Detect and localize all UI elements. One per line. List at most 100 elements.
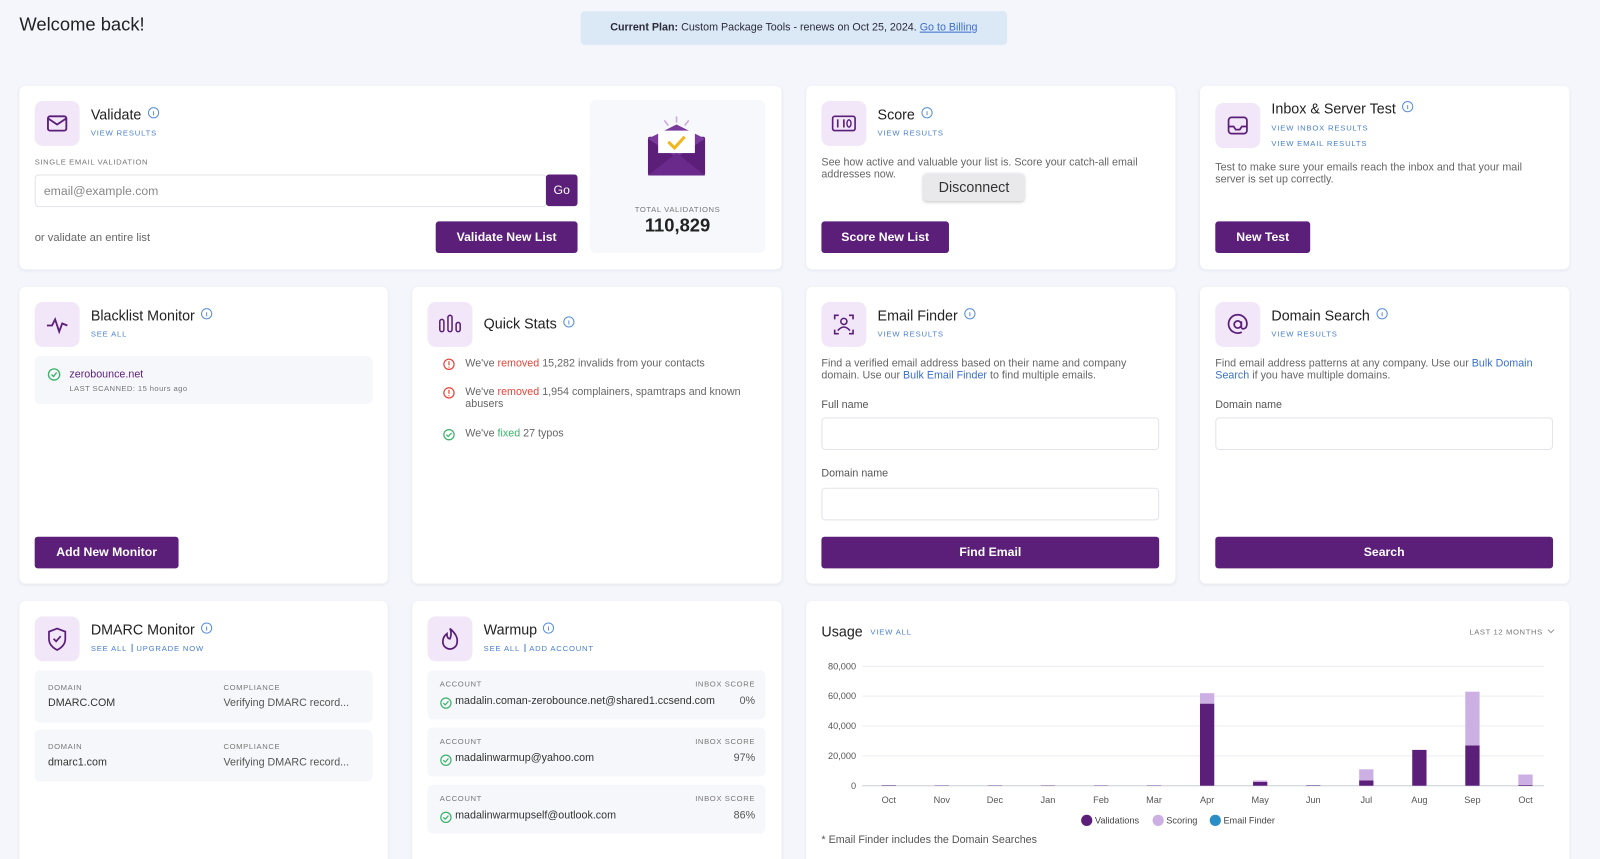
field-label: SINGLE EMAIL VALIDATION — [34, 157, 149, 167]
y-tick-label: 80,000 — [828, 661, 856, 671]
blacklist-card: Blacklist Monitor SEE ALL zerobounce.net… — [19, 286, 388, 584]
view-results-link[interactable]: VIEW RESULTS — [1271, 329, 1338, 339]
column-label: DOMAIN — [47, 741, 83, 752]
new-test-button[interactable]: New Test — [1215, 221, 1311, 254]
column-label: COMPLIANCE — [223, 741, 281, 752]
email-results-link[interactable]: VIEW EMAIL RESULTS — [1271, 138, 1368, 148]
inbox-score: 86% — [733, 809, 756, 822]
bulk-domain-link[interactable]: Bulk Domain Search — [1215, 357, 1533, 382]
column-label: ACCOUNT — [439, 679, 482, 689]
text: We've — [465, 427, 495, 440]
info-icon[interactable] — [1376, 308, 1388, 320]
warmup-row: ACCOUNT INBOX SCORE madalinwarmupself@outl… — [427, 784, 766, 834]
inbox-score: 97% — [733, 752, 756, 765]
email-input[interactable]: email@example.com — [34, 174, 547, 208]
inbox-icon — [1215, 103, 1261, 148]
stat-item: We've removed 1,954 complainers, spamtra… — [465, 386, 741, 410]
see-all-link[interactable]: SEE ALL — [90, 643, 128, 654]
view-results-link[interactable]: VIEW RESULTS — [877, 128, 944, 138]
bar-segment — [1199, 703, 1215, 786]
see-all-link[interactable]: SEE ALL — [90, 329, 128, 339]
highlight: removed — [497, 385, 540, 398]
chevron[interactable] — [1547, 628, 1555, 636]
legend-swatch — [1209, 814, 1221, 827]
dmarc-row: DOMAIN dmarc1.com COMPLIANCE Verifying DMAR… — [34, 729, 373, 782]
info-icon[interactable] — [1401, 101, 1414, 113]
x-tick-label: Sep — [1464, 795, 1480, 805]
x-tick-label: Dec — [987, 795, 1004, 805]
finder-text: Find a verified email address based on t… — [821, 357, 1158, 381]
upgrade-link[interactable]: UPGRADE NOW — [136, 643, 205, 654]
inbox-test-card: Inbox & Server Test VIEW INBOX RESULTS V… — [1199, 85, 1570, 270]
validate-list-button[interactable]: Validate New List — [435, 221, 578, 254]
domain-input[interactable] — [1215, 417, 1554, 450]
score-list-button[interactable]: Score New List — [821, 221, 949, 254]
view-results-link[interactable]: VIEW RESULTS — [90, 128, 158, 138]
info-icon[interactable] — [147, 107, 159, 119]
info-icon[interactable] — [920, 107, 933, 119]
bar-segment — [1518, 774, 1533, 785]
add-monitor-button[interactable]: Add New Monitor — [34, 536, 179, 569]
info-icon[interactable] — [543, 622, 555, 634]
column-label: INBOX SCORE — [695, 679, 756, 689]
score-card: Score VIEW RESULTS See how active and va… — [806, 85, 1176, 270]
period-select[interactable]: LAST 12 MONTHS — [1469, 627, 1543, 637]
domain-icon — [1215, 302, 1261, 347]
info-icon[interactable] — [963, 308, 976, 320]
legend-label: Scoring — [1166, 815, 1197, 825]
legend-label: Validations — [1095, 815, 1140, 825]
card-title: Warmup — [483, 621, 538, 638]
legend-swatch — [1152, 814, 1164, 827]
warmup-card: Warmup SEE ALL ADD ACCOUNT ACCOUNT INBOX S… — [412, 601, 782, 859]
bar-segment — [1465, 745, 1480, 786]
view-results-link[interactable]: VIEW RESULTS — [877, 329, 944, 339]
go-button[interactable]: Go — [545, 174, 578, 207]
x-tick-label: Oct — [882, 795, 897, 805]
dmarc-row: DOMAIN DMARC.COM COMPLIANCE Verifying DMARC… — [34, 670, 373, 723]
info-icon[interactable] — [200, 622, 213, 634]
legend-swatch — [1081, 814, 1093, 827]
domain: dmarc1.com — [47, 756, 107, 769]
info-icon[interactable] — [562, 316, 575, 328]
text: Find a verified email address based on t… — [821, 357, 1127, 382]
bar-segment — [1465, 691, 1480, 746]
x-tick-label: Apr — [1200, 795, 1214, 805]
view-all-link[interactable]: VIEW ALL — [870, 627, 912, 637]
domain-input[interactable] — [821, 487, 1160, 521]
bar-segment — [1412, 749, 1427, 786]
text: if you have multiple domains. — [1252, 369, 1391, 382]
domain-search-card: Domain Search VIEW RESULTS Find email ad… — [1199, 286, 1570, 584]
monitor-domain[interactable]: zerobounce.net — [69, 368, 144, 381]
field-label: Domain name — [821, 467, 889, 480]
bar-segment — [1359, 780, 1374, 786]
warmup-row: ACCOUNT INBOX SCORE madalinwarmup@yahoo.co… — [427, 727, 766, 777]
add-account-link[interactable]: ADD ACCOUNT — [529, 643, 594, 654]
info-icon[interactable] — [200, 308, 213, 320]
compliance: Verifying DMARC record... — [223, 696, 350, 710]
inbox-results-link[interactable]: VIEW INBOX RESULTS — [1271, 123, 1369, 133]
bar-segment — [1518, 784, 1533, 786]
search-button[interactable]: Search — [1215, 536, 1554, 569]
email-finder-card: Email Finder VIEW RESULTS Find a verifie… — [806, 286, 1176, 584]
column-label: ACCOUNT — [439, 793, 482, 804]
x-tick-label: Aug — [1411, 795, 1427, 805]
envelope-illustration — [647, 116, 706, 176]
text: 15,282 invalids from your contacts — [542, 357, 705, 370]
warmup-row: ACCOUNT INBOX SCORE madalin.coman-zeroboun… — [427, 670, 766, 720]
full-name-input[interactable] — [821, 417, 1160, 450]
bulk-finder-link[interactable]: Bulk Email Finder — [903, 369, 987, 382]
card-title: Quick Stats — [483, 315, 557, 332]
usage-chart: 0 20,000 40,000 60,000 80,000 Oct Nov Dec Jan Feb… — [828, 661, 1544, 827]
see-all-link[interactable]: SEE ALL — [483, 643, 521, 654]
quick-stats-card: Quick Stats We've removed 15,282 invalid… — [412, 286, 782, 584]
find-email-button[interactable]: Find Email — [821, 536, 1160, 569]
text: Find email address patterns at any compa… — [1215, 357, 1469, 370]
bar-segment — [1199, 693, 1215, 704]
y-tick-label: 40,000 — [828, 721, 856, 731]
check-icon — [440, 696, 452, 714]
list-text: or validate an entire list — [34, 231, 151, 244]
validate-icon — [34, 101, 80, 146]
billing-link[interactable]: Go to Billing — [919, 21, 978, 34]
